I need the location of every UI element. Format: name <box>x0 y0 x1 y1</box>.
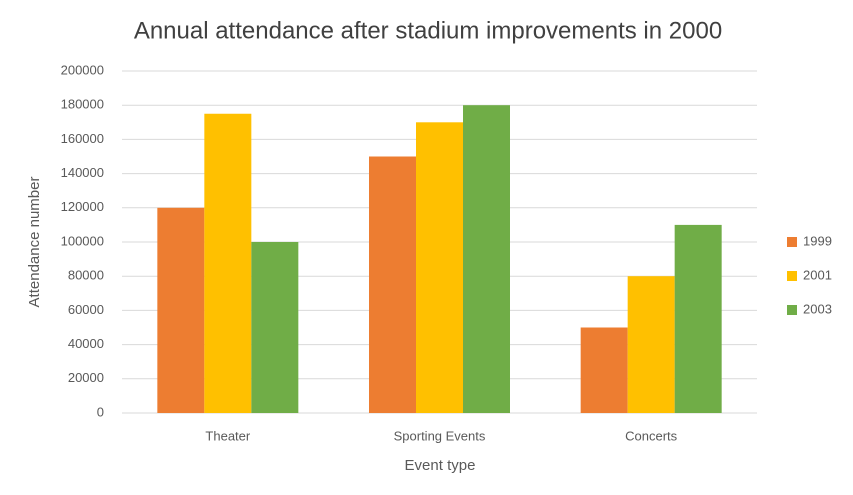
legend-swatch <box>787 271 797 281</box>
y-tick-label: 160000 <box>61 131 104 146</box>
bar <box>627 276 675 413</box>
bar <box>369 156 416 413</box>
y-tick-label: 100000 <box>61 233 104 248</box>
y-tick-label: 80000 <box>68 268 104 283</box>
y-tick-label: 180000 <box>61 97 104 112</box>
y-tick-label: 0 <box>97 404 104 419</box>
legend-label: 2003 <box>803 301 832 316</box>
legend-swatch <box>787 305 797 315</box>
legend-swatch <box>787 237 797 247</box>
y-tick-label: 60000 <box>68 302 104 317</box>
bar <box>416 122 463 414</box>
x-axis-title: Event type <box>405 457 476 474</box>
legend-label: 1999 <box>803 233 832 248</box>
y-tick-label: 120000 <box>61 199 104 214</box>
y-axis-title: Attendance number <box>26 177 43 308</box>
y-tick-label: 20000 <box>68 370 104 385</box>
x-tick-label: Sporting Events <box>394 428 486 443</box>
bar <box>204 113 252 413</box>
legend-label: 2001 <box>803 267 832 282</box>
bar <box>674 224 722 413</box>
y-tick-label: 200000 <box>61 62 104 77</box>
x-tick-label: Concerts <box>625 428 678 443</box>
y-tick-label: 140000 <box>61 165 104 180</box>
chart-title: Annual attendance after stadium improvem… <box>134 17 722 44</box>
bar <box>251 242 299 413</box>
y-tick-label: 40000 <box>68 336 104 351</box>
bar <box>580 327 628 413</box>
x-tick-label: Theater <box>205 428 250 443</box>
bar <box>463 105 510 413</box>
bar <box>157 207 205 413</box>
